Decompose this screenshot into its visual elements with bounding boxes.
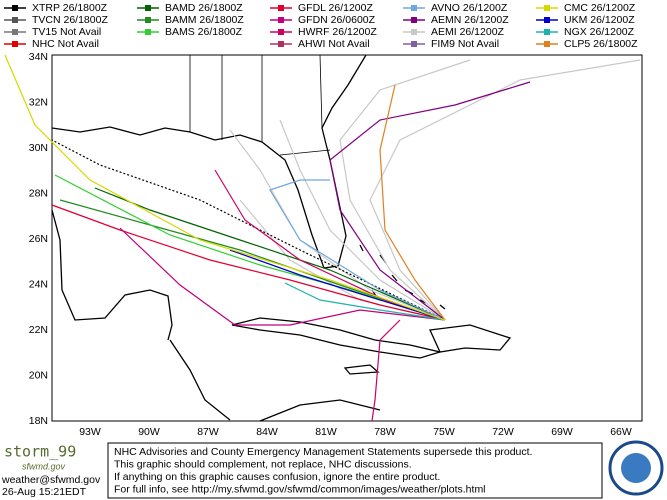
notice-line: If anything on this graphic causes confu… xyxy=(114,471,440,483)
legend-marker xyxy=(12,29,18,35)
legend-marker xyxy=(12,5,18,11)
legend-label: AEMN 26/1200Z xyxy=(431,14,509,26)
map-frame xyxy=(51,54,643,422)
legend-label: CMC 26/1200Z xyxy=(564,2,636,14)
lat-labels: 34N 32N 30N 28N 26N 24N 22N 20N 18N xyxy=(29,51,48,427)
notice-line: For full info, see http://my.sfwmd.gov/s… xyxy=(114,483,486,495)
lat-label: 30N xyxy=(29,142,48,154)
legend-label: TVCN 26/1800Z xyxy=(32,14,108,26)
legend-marker xyxy=(544,29,550,35)
notice-line: NHC Advisories and County Emergency Mana… xyxy=(114,446,532,458)
lat-label: 24N xyxy=(29,278,48,290)
legend-marker xyxy=(278,29,284,35)
legend-marker xyxy=(12,17,18,23)
lon-label: 93W xyxy=(79,426,101,438)
legend-label: TV15 Not Avail xyxy=(32,26,101,38)
legend-label: GFDL 26/1200Z xyxy=(298,2,373,14)
notice-line: This graphic should complement, not repl… xyxy=(114,458,412,470)
lon-label: 90W xyxy=(138,426,160,438)
legend-marker xyxy=(544,41,550,47)
site: sfwmd.gov xyxy=(22,461,66,471)
legend-marker xyxy=(145,5,151,11)
legend-label: CLP5 26/1800Z xyxy=(564,38,638,50)
lat-label: 18N xyxy=(29,415,48,427)
legend-label: GFDN 26/0600Z xyxy=(298,14,376,26)
lon-label: 69W xyxy=(551,426,573,438)
legend-marker xyxy=(278,17,284,23)
legend-label: AHWI Not Avail xyxy=(298,38,370,50)
lon-label: 81W xyxy=(315,426,337,438)
legend-marker xyxy=(145,29,151,35)
lon-label: 72W xyxy=(492,426,514,438)
lat-label: 20N xyxy=(29,369,48,381)
legend-marker xyxy=(544,17,550,23)
notice-box xyxy=(107,442,603,499)
lon-label: 87W xyxy=(197,426,219,438)
lon-label: 84W xyxy=(256,426,278,438)
notice: NHC Advisories and County Emergency Mana… xyxy=(114,446,532,496)
lat-label: 26N xyxy=(29,233,48,245)
legend-label: NHC Not Avail xyxy=(32,38,99,50)
lat-label: 32N xyxy=(29,96,48,108)
legend-marker xyxy=(278,41,284,47)
timestamp: 26-Aug 15:21EDT xyxy=(2,486,87,498)
legend-label: AVNO 26/1200Z xyxy=(431,2,508,14)
legend-label: UKM 26/1200Z xyxy=(564,14,635,26)
legend-marker xyxy=(12,41,18,47)
legend-label: NGX 26/1200Z xyxy=(564,26,635,38)
model-tracks xyxy=(4,54,641,422)
legend-label: FIM9 Not Avail xyxy=(431,38,499,50)
legend-label: BAMM 26/1800Z xyxy=(165,14,244,26)
legend-marker xyxy=(411,41,417,47)
logo: storm_99 xyxy=(4,443,76,461)
lon-label: 66W xyxy=(610,426,632,438)
legend-label: AEMI 26/1200Z xyxy=(431,26,505,38)
lon-label: 78W xyxy=(374,426,396,438)
legend-marker xyxy=(145,17,151,23)
legend-label: BAMS 26/1800Z xyxy=(165,26,243,38)
legend-marker xyxy=(544,5,550,11)
email: weather@sfwmd.gov xyxy=(1,474,101,486)
legend-marker xyxy=(411,17,417,23)
lat-label: 22N xyxy=(29,324,48,336)
legend-marker xyxy=(278,5,284,11)
seal-center xyxy=(621,453,651,483)
legend-label: HWRF 26/1200Z xyxy=(298,26,377,38)
legend-label: XTRP 26/1800Z xyxy=(32,2,108,14)
coastlines xyxy=(51,54,512,422)
lon-labels: 93W 90W 87W 84W 81W 78W 75W 72W 69W 66W xyxy=(79,426,632,438)
legend-label: BAMD 26/1800Z xyxy=(165,2,243,14)
legend-marker xyxy=(411,29,417,35)
lon-label: 75W xyxy=(433,426,455,438)
legend-marker xyxy=(411,5,417,11)
lat-label: 34N xyxy=(29,51,48,63)
lat-label: 28N xyxy=(29,187,48,199)
